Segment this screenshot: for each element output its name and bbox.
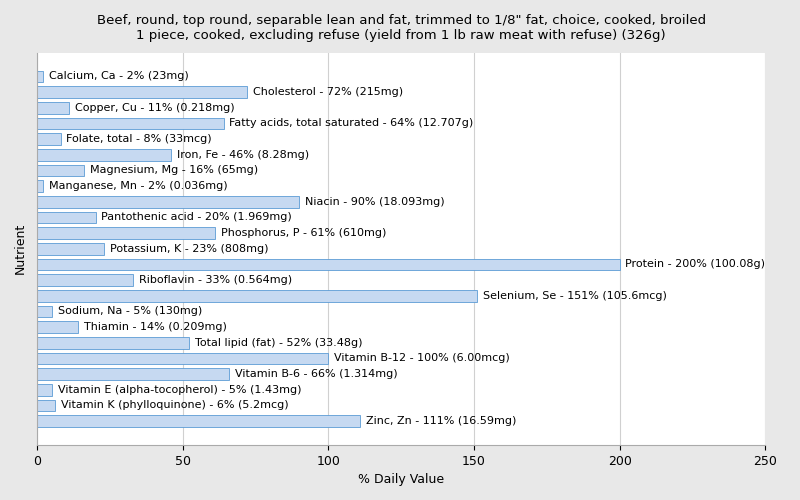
Text: Iron, Fe - 46% (8.28mg): Iron, Fe - 46% (8.28mg) bbox=[177, 150, 309, 160]
Text: Thiamin - 14% (0.209mg): Thiamin - 14% (0.209mg) bbox=[84, 322, 226, 332]
Text: Cholesterol - 72% (215mg): Cholesterol - 72% (215mg) bbox=[253, 87, 403, 97]
Bar bbox=[38, 196, 299, 207]
Bar bbox=[38, 368, 230, 380]
Text: Manganese, Mn - 2% (0.036mg): Manganese, Mn - 2% (0.036mg) bbox=[49, 181, 227, 191]
Bar bbox=[38, 290, 477, 302]
Text: Riboflavin - 33% (0.564mg): Riboflavin - 33% (0.564mg) bbox=[139, 275, 292, 285]
Text: Fatty acids, total saturated - 64% (12.707g): Fatty acids, total saturated - 64% (12.7… bbox=[230, 118, 474, 128]
X-axis label: % Daily Value: % Daily Value bbox=[358, 473, 444, 486]
Bar bbox=[38, 352, 329, 364]
Title: Beef, round, top round, separable lean and fat, trimmed to 1/8" fat, choice, coo: Beef, round, top round, separable lean a… bbox=[97, 14, 706, 42]
Bar bbox=[38, 164, 84, 176]
Text: Pantothenic acid - 20% (1.969mg): Pantothenic acid - 20% (1.969mg) bbox=[102, 212, 292, 222]
Text: Zinc, Zn - 111% (16.59mg): Zinc, Zn - 111% (16.59mg) bbox=[366, 416, 517, 426]
Text: Sodium, Na - 5% (130mg): Sodium, Na - 5% (130mg) bbox=[58, 306, 202, 316]
Text: Total lipid (fat) - 52% (33.48g): Total lipid (fat) - 52% (33.48g) bbox=[194, 338, 362, 348]
Bar bbox=[38, 228, 215, 239]
Bar bbox=[38, 70, 43, 83]
Bar bbox=[38, 416, 361, 427]
Bar bbox=[38, 134, 61, 145]
Text: Magnesium, Mg - 16% (65mg): Magnesium, Mg - 16% (65mg) bbox=[90, 166, 258, 175]
Bar bbox=[38, 86, 247, 98]
Bar bbox=[38, 400, 54, 411]
Bar bbox=[38, 322, 78, 333]
Bar bbox=[38, 384, 52, 396]
Text: Calcium, Ca - 2% (23mg): Calcium, Ca - 2% (23mg) bbox=[49, 72, 189, 82]
Text: Protein - 200% (100.08g): Protein - 200% (100.08g) bbox=[626, 260, 766, 270]
Bar bbox=[38, 212, 95, 224]
Text: Vitamin E (alpha-tocopherol) - 5% (1.43mg): Vitamin E (alpha-tocopherol) - 5% (1.43m… bbox=[58, 385, 301, 395]
Bar bbox=[38, 258, 619, 270]
Bar bbox=[38, 337, 189, 348]
Bar bbox=[38, 118, 224, 130]
Bar bbox=[38, 102, 70, 114]
Bar bbox=[38, 180, 43, 192]
Text: Vitamin B-12 - 100% (6.00mcg): Vitamin B-12 - 100% (6.00mcg) bbox=[334, 354, 510, 364]
Bar bbox=[38, 149, 171, 160]
Text: Folate, total - 8% (33mcg): Folate, total - 8% (33mcg) bbox=[66, 134, 212, 144]
Text: Selenium, Se - 151% (105.6mcg): Selenium, Se - 151% (105.6mcg) bbox=[482, 291, 666, 301]
Text: Phosphorus, P - 61% (610mg): Phosphorus, P - 61% (610mg) bbox=[221, 228, 386, 238]
Text: Potassium, K - 23% (808mg): Potassium, K - 23% (808mg) bbox=[110, 244, 269, 254]
Text: Copper, Cu - 11% (0.218mg): Copper, Cu - 11% (0.218mg) bbox=[75, 103, 234, 113]
Bar bbox=[38, 274, 134, 286]
Text: Vitamin K (phylloquinone) - 6% (5.2mcg): Vitamin K (phylloquinone) - 6% (5.2mcg) bbox=[61, 400, 288, 410]
Text: Vitamin B-6 - 66% (1.314mg): Vitamin B-6 - 66% (1.314mg) bbox=[235, 369, 398, 379]
Bar bbox=[38, 243, 104, 254]
Text: Niacin - 90% (18.093mg): Niacin - 90% (18.093mg) bbox=[305, 197, 445, 207]
Bar bbox=[38, 306, 52, 318]
Y-axis label: Nutrient: Nutrient bbox=[14, 223, 27, 274]
